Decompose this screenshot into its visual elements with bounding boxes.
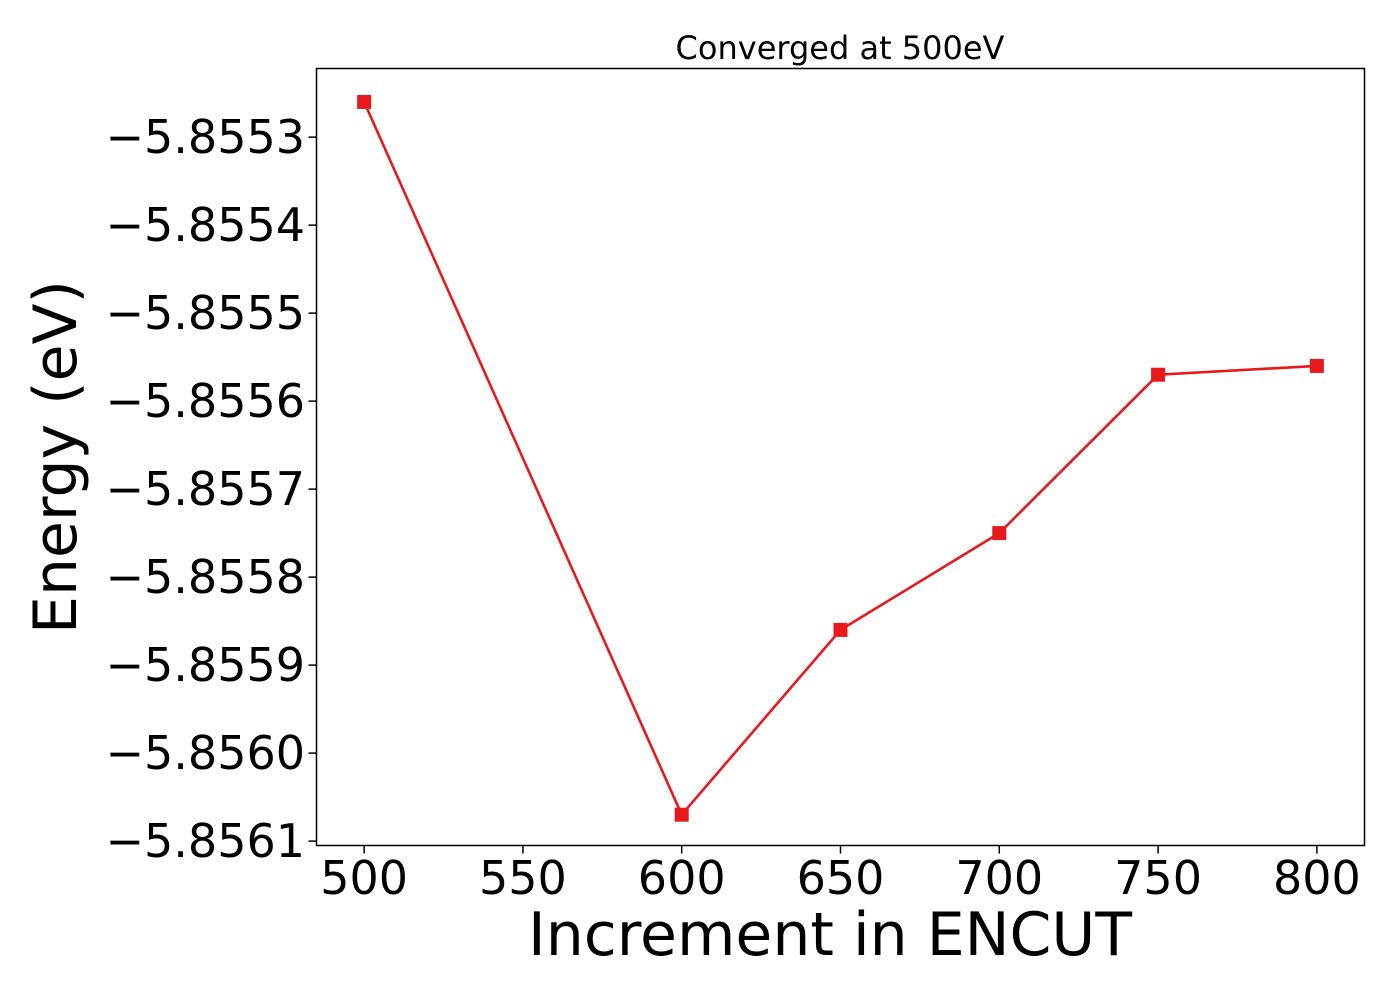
x-tick-label: 600 bbox=[638, 851, 726, 905]
data-point-marker bbox=[674, 807, 689, 822]
x-tick-label: 750 bbox=[1114, 851, 1202, 905]
data-point-marker bbox=[992, 526, 1007, 541]
series-layer bbox=[357, 94, 1324, 822]
y-tick-label: −5.8554 bbox=[106, 198, 306, 252]
y-axis: −5.8553 −5.8554 −5.8555 −5.8556 −5.8557 −5.85… bbox=[106, 110, 317, 868]
y-tick-label: −5.8560 bbox=[106, 726, 306, 780]
y-tick-label: −5.8555 bbox=[106, 286, 306, 340]
data-point-marker bbox=[357, 94, 372, 109]
y-tick-label: −5.8561 bbox=[106, 814, 306, 868]
y-tick-label: −5.8553 bbox=[106, 110, 306, 164]
series-line bbox=[362, 100, 1319, 817]
x-axis: 500 550 600 650 700 750 800 bbox=[320, 845, 1361, 905]
x-tick-label: 700 bbox=[955, 851, 1043, 905]
x-tick-label: 500 bbox=[320, 851, 408, 905]
chart-title: Converged at 500eV bbox=[676, 29, 1005, 67]
x-tick-label: 800 bbox=[1273, 851, 1361, 905]
x-tick-label: 650 bbox=[797, 851, 885, 905]
y-axis-label: Energy (eV) bbox=[21, 280, 91, 634]
x-tick-label: 550 bbox=[479, 851, 567, 905]
y-tick-label: −5.8558 bbox=[106, 550, 306, 604]
y-tick-label: −5.8557 bbox=[106, 462, 306, 516]
y-tick-label: −5.8556 bbox=[106, 374, 306, 428]
y-tick-label: −5.8559 bbox=[106, 638, 306, 692]
data-point-marker bbox=[833, 622, 848, 637]
plot-area-frame bbox=[315, 67, 1366, 847]
data-point-marker bbox=[1309, 358, 1324, 373]
x-axis-label: Increment in ENCUT bbox=[528, 900, 1132, 970]
data-point-marker bbox=[1151, 367, 1166, 382]
